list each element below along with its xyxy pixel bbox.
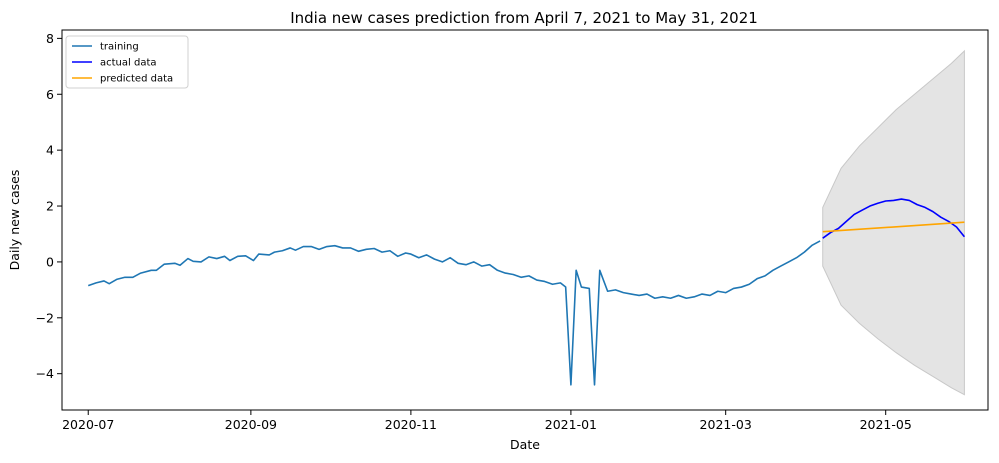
legend-label: training	[100, 42, 139, 53]
x-axis-label: Date	[510, 437, 540, 452]
x-tick-label: 2021-01	[545, 417, 597, 432]
series-line-predicted-data	[822, 221, 965, 233]
x-tick-label: 2020-11	[385, 417, 437, 432]
x-tick-label: 2021-05	[860, 417, 912, 432]
confidence-band	[822, 49, 965, 396]
legend: training actual data predicted data	[65, 35, 189, 89]
y-tick-label: 2	[46, 199, 54, 214]
legend-label: predicted data	[100, 74, 173, 85]
y-tick-label: 8	[46, 31, 54, 46]
series-line-training	[87, 240, 821, 386]
legend-label: actual data	[100, 58, 157, 69]
y-axis-label: Daily new cases	[7, 170, 22, 271]
plot-area	[87, 49, 966, 396]
legend-box	[65, 35, 189, 89]
x-tick-label: 2021-03	[700, 417, 752, 432]
x-tick-label: 2020-07	[62, 417, 114, 432]
x-tick-label: 2020-09	[225, 417, 277, 432]
axes: 2020-07 2020-09 2020-11 2021-01 2021-03 2021-…	[36, 31, 912, 432]
y-tick-label: −2	[36, 310, 54, 325]
y-tick-label: 0	[46, 254, 54, 269]
series-line-actual-data	[822, 198, 966, 239]
y-tick-label: −4	[36, 366, 54, 381]
chart-title: India new cases prediction from April 7,…	[290, 9, 758, 27]
plot-frame	[61, 29, 989, 411]
y-tick-label: 4	[46, 143, 54, 158]
y-tick-label: 6	[46, 87, 54, 102]
